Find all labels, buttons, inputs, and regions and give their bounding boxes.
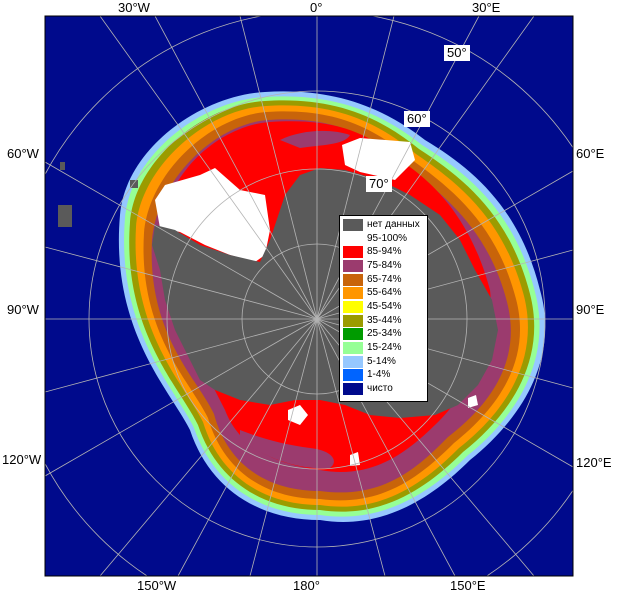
- lon-label-150w: 150°W: [137, 578, 177, 593]
- ice-patch-95-100-west: [155, 168, 270, 262]
- legend-label: 5-14%: [367, 355, 396, 367]
- legend-swatch: [343, 218, 363, 231]
- legend-label: 55-64%: [367, 287, 402, 299]
- lat-label-60: 60°: [404, 111, 430, 127]
- legend-swatch: [343, 287, 363, 300]
- legend-item: 15-24%: [343, 341, 424, 355]
- lon-label-30w: 30°W: [118, 0, 150, 15]
- legend-swatch: [343, 369, 363, 382]
- legend-swatch: [343, 246, 363, 259]
- legend-item: 85-94%: [343, 245, 424, 259]
- lon-label-90w: 90°W: [7, 302, 39, 317]
- ice-concentration-legend: нет данных 95-100% 85-94% 75-84% 65-74% 55-64…: [339, 215, 428, 402]
- lon-label-0: 0°: [310, 0, 323, 15]
- legend-label: 15-24%: [367, 342, 402, 354]
- legend-swatch: [343, 273, 363, 286]
- legend-item: 95-100%: [343, 232, 424, 246]
- lon-label-150e: 150°E: [450, 578, 486, 593]
- legend-swatch: [343, 314, 363, 327]
- legend-label: 85-94%: [367, 246, 402, 258]
- legend-item: 5-14%: [343, 355, 424, 369]
- lat-label-70: 70°: [366, 176, 392, 192]
- legend-swatch: [343, 328, 363, 341]
- lat-label-50: 50°: [444, 45, 470, 61]
- lon-label-90e: 90°E: [576, 302, 605, 317]
- legend-swatch: [343, 300, 363, 313]
- lon-label-60e: 60°E: [576, 146, 605, 161]
- legend-item: 55-64%: [343, 286, 424, 300]
- legend-swatch: [343, 342, 363, 355]
- legend-item: 1-4%: [343, 369, 424, 383]
- lon-label-180: 180°: [293, 578, 320, 593]
- legend-swatch: [343, 232, 363, 245]
- lon-label-60w: 60°W: [7, 146, 39, 161]
- legend-item: 65-74%: [343, 273, 424, 287]
- legend-item: нет данных: [343, 218, 424, 232]
- legend-label: 35-44%: [367, 314, 402, 326]
- legend-swatch: [343, 259, 363, 272]
- legend-label: 1-4%: [367, 369, 391, 381]
- legend-item: чисто: [343, 382, 424, 396]
- lon-label-30e: 30°E: [472, 0, 501, 15]
- legend-label: чисто: [367, 383, 393, 395]
- legend-label: 25-34%: [367, 328, 402, 340]
- legend-swatch: [343, 383, 363, 396]
- legend-item: 45-54%: [343, 300, 424, 314]
- legend-label: 45-54%: [367, 300, 402, 312]
- lon-label-120w: 120°W: [2, 452, 42, 467]
- legend-label: нет данных: [367, 218, 420, 230]
- legend-item: 25-34%: [343, 328, 424, 342]
- legend-item: 35-44%: [343, 314, 424, 328]
- legend-label: 95-100%: [367, 232, 408, 244]
- legend-label: 65-74%: [367, 273, 402, 285]
- legend-label: 75-84%: [367, 259, 402, 271]
- legend-item: 75-84%: [343, 259, 424, 273]
- legend-swatch: [343, 355, 363, 368]
- lon-label-120e: 120°E: [576, 455, 612, 470]
